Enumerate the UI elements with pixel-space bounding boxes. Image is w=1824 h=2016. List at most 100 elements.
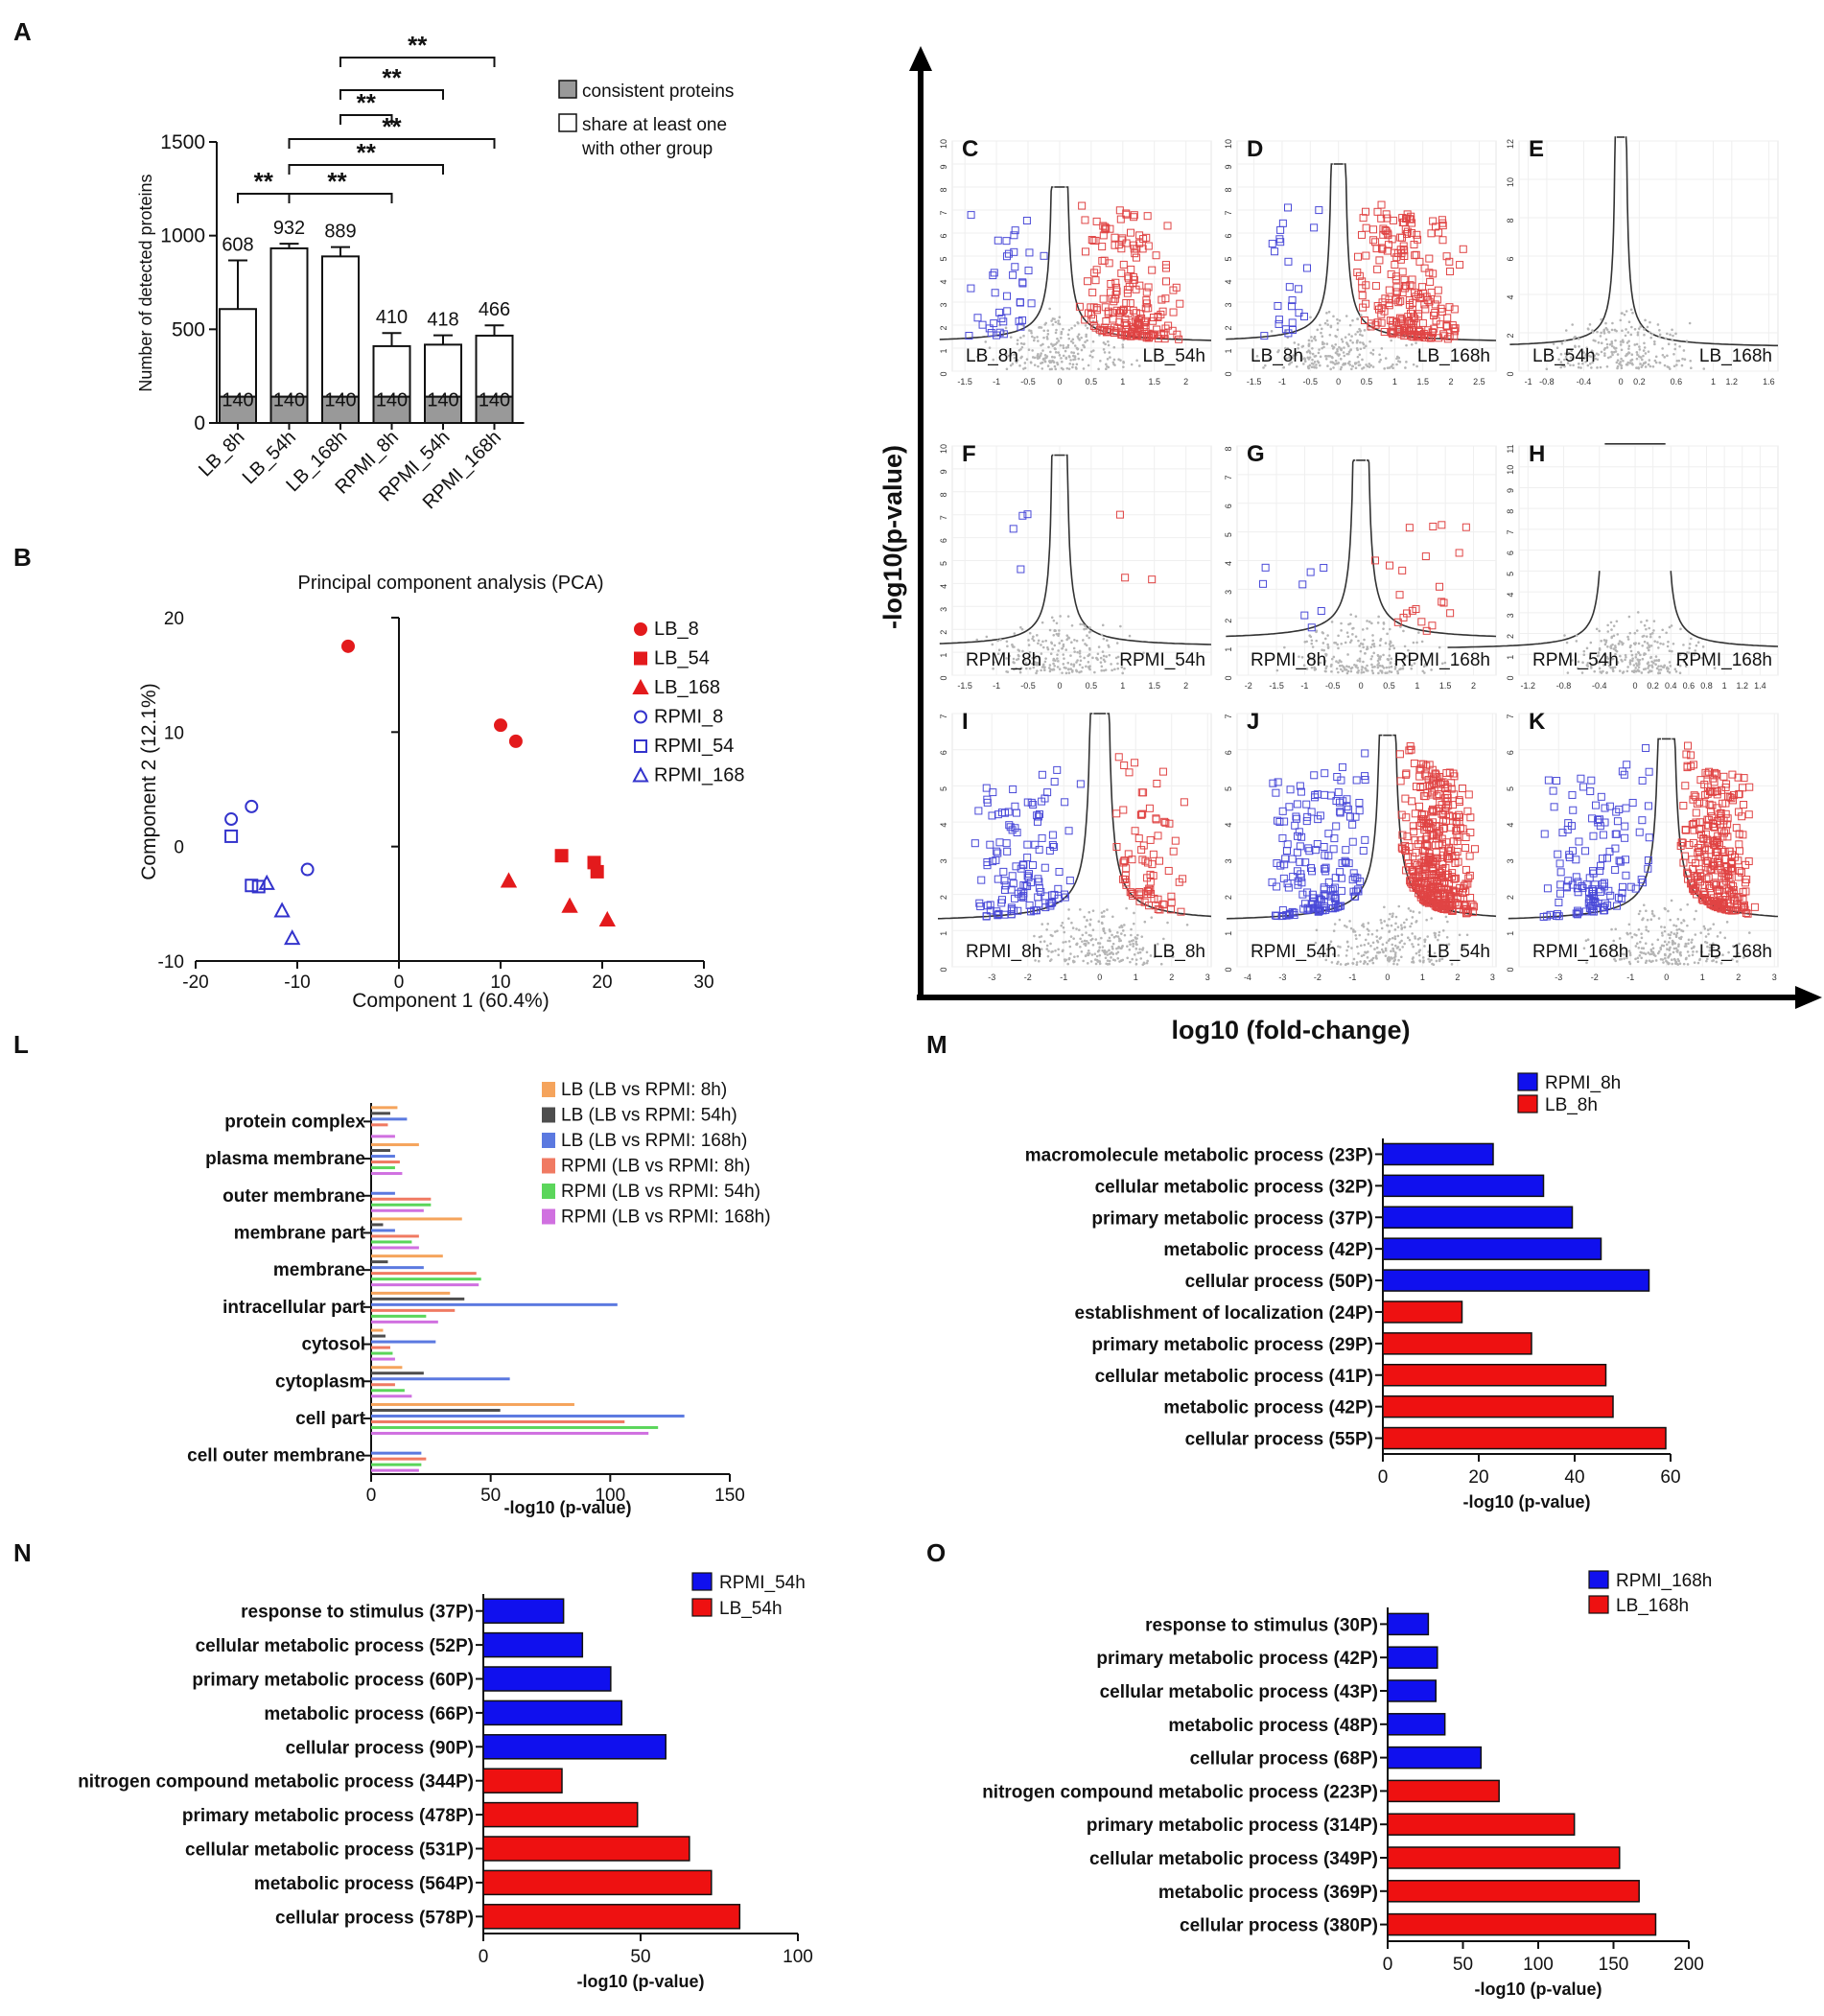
- volcano-point-up: [1392, 253, 1401, 262]
- volcano-point-ns: [1633, 631, 1637, 635]
- y-tick-label: 2: [1224, 325, 1233, 330]
- volcano-point-up: [1377, 200, 1386, 209]
- volcano-point-ns: [1071, 341, 1075, 344]
- volcano-point-ns: [1411, 943, 1414, 946]
- volcano-point-ns: [1159, 962, 1163, 966]
- y-tick-label: 2: [1224, 895, 1233, 900]
- volcano-point-ns: [1073, 650, 1076, 653]
- volcano-point-ns: [1644, 961, 1648, 965]
- volcano-point-up: [1117, 245, 1126, 253]
- volcano-point-ns: [1048, 669, 1052, 673]
- volcano-point-up: [1406, 742, 1415, 751]
- bar: [482, 1904, 741, 1930]
- volcano-point-ns: [1683, 653, 1687, 657]
- volcano-point-ns: [1325, 312, 1328, 315]
- volcano-point-down: [990, 319, 998, 328]
- threshold-curve: [937, 713, 1093, 920]
- volcano-point-down: [1315, 206, 1323, 215]
- volcano-point-up: [1176, 299, 1184, 308]
- volcano-point-up: [1139, 841, 1148, 850]
- volcano-point-ns: [1668, 625, 1672, 629]
- volcano-point-ns: [1037, 364, 1040, 368]
- volcano-point-ns: [1571, 659, 1574, 662]
- volcano-point-up: [1436, 320, 1444, 329]
- volcano-point-down: [1320, 883, 1328, 892]
- volcano-point-up: [1438, 848, 1447, 856]
- volcano-point-ns: [1394, 660, 1398, 663]
- volcano-point-ns: [1657, 665, 1660, 668]
- volcano-point-ns: [1054, 930, 1057, 933]
- volcano-point-ns: [1704, 935, 1708, 938]
- volcano-point-up: [1359, 214, 1368, 223]
- volcano-point-down: [1574, 888, 1582, 897]
- x-tick-label: 1: [1722, 681, 1727, 691]
- volcano-point-up: [1429, 217, 1438, 225]
- volcano-point-down: [1321, 851, 1329, 859]
- legend-label: LB (LB vs RPMI: 54h): [561, 1106, 737, 1126]
- volcano-point-ns: [1364, 950, 1367, 954]
- volcano-point-ns: [1050, 616, 1054, 620]
- volcano-point-ns: [1045, 944, 1049, 948]
- volcano-point-up: [1438, 236, 1447, 245]
- total-label: 466: [479, 299, 510, 320]
- volcano-point-up: [1428, 818, 1437, 827]
- volcano-point-down: [1007, 885, 1016, 894]
- volcano-point-ns: [1064, 959, 1066, 963]
- volcano-point-up: [1102, 316, 1111, 325]
- volcano-point-ns: [1005, 367, 1009, 371]
- volcano-point-ns: [1384, 954, 1388, 957]
- volcano-point-ns: [1672, 642, 1675, 645]
- legend-label: RPMI (LB vs RPMI: 8h): [561, 1157, 750, 1177]
- volcano-point-ns: [1390, 924, 1393, 927]
- volcano-point-ns: [1611, 657, 1615, 661]
- volcano-point-down: [1275, 818, 1284, 827]
- volcano-point-ns: [1663, 926, 1667, 929]
- volcano-point-down: [1025, 901, 1034, 909]
- category-label: cellular process (90P): [286, 1738, 474, 1758]
- volcano-point-up: [1121, 574, 1130, 582]
- volcano-point-ns: [1639, 653, 1642, 657]
- volcano-point-ns: [1389, 640, 1392, 644]
- volcano-point-up: [1140, 898, 1149, 906]
- significance-bracket: [339, 89, 444, 100]
- volcano-point-ns: [1344, 641, 1347, 645]
- volcano-point-ns: [1585, 356, 1589, 360]
- x-tick-label: -20: [182, 973, 208, 993]
- volcano-point-up: [1126, 299, 1134, 308]
- panel-letter-i: I: [962, 709, 969, 735]
- volcano-point-ns: [1586, 938, 1590, 942]
- volcano-point-ns: [1670, 899, 1673, 903]
- volcano-point-up: [1712, 852, 1720, 860]
- volcano-point-ns: [1586, 665, 1590, 668]
- bar: [371, 1191, 395, 1195]
- volcano-point-ns: [1084, 324, 1087, 327]
- volcano-point-ns: [1705, 957, 1709, 961]
- significance-stars: **: [357, 138, 377, 167]
- volcano-point-down: [1361, 749, 1369, 758]
- volcano-point-ns: [1636, 611, 1640, 614]
- volcano-point-ns: [1586, 662, 1590, 665]
- volcano-point-ns: [1111, 952, 1115, 956]
- volcano-point-ns: [1620, 658, 1623, 662]
- volcano-point-ns: [1604, 641, 1608, 644]
- category-label: cell part: [295, 1409, 366, 1429]
- volcano-point-ns: [1305, 668, 1309, 670]
- volcano-point-down: [1611, 844, 1620, 853]
- volcano-point-down: [1300, 611, 1309, 620]
- x-tick-label: 0: [394, 973, 405, 993]
- volcano-point-down: [1283, 203, 1292, 212]
- category-label: cellular process (68P): [1190, 1749, 1378, 1770]
- volcano-point-up: [1725, 899, 1734, 907]
- y-tick-label: 4: [1506, 593, 1515, 598]
- x-axis-label: -log10 (p-value): [503, 1498, 631, 1517]
- volcano-point-up: [1388, 235, 1396, 244]
- volcano-point-ns: [1719, 931, 1722, 934]
- volcano-point-ns: [1398, 941, 1402, 944]
- volcano-point-ns: [1400, 933, 1404, 936]
- volcano-point-ns: [1042, 329, 1045, 333]
- volcano-point-ns: [1372, 651, 1376, 655]
- volcano-point-down: [994, 875, 1002, 883]
- volcano-point-ns: [1379, 669, 1382, 672]
- volcano-point-up: [1154, 334, 1162, 342]
- volcano-point-ns: [1658, 333, 1662, 337]
